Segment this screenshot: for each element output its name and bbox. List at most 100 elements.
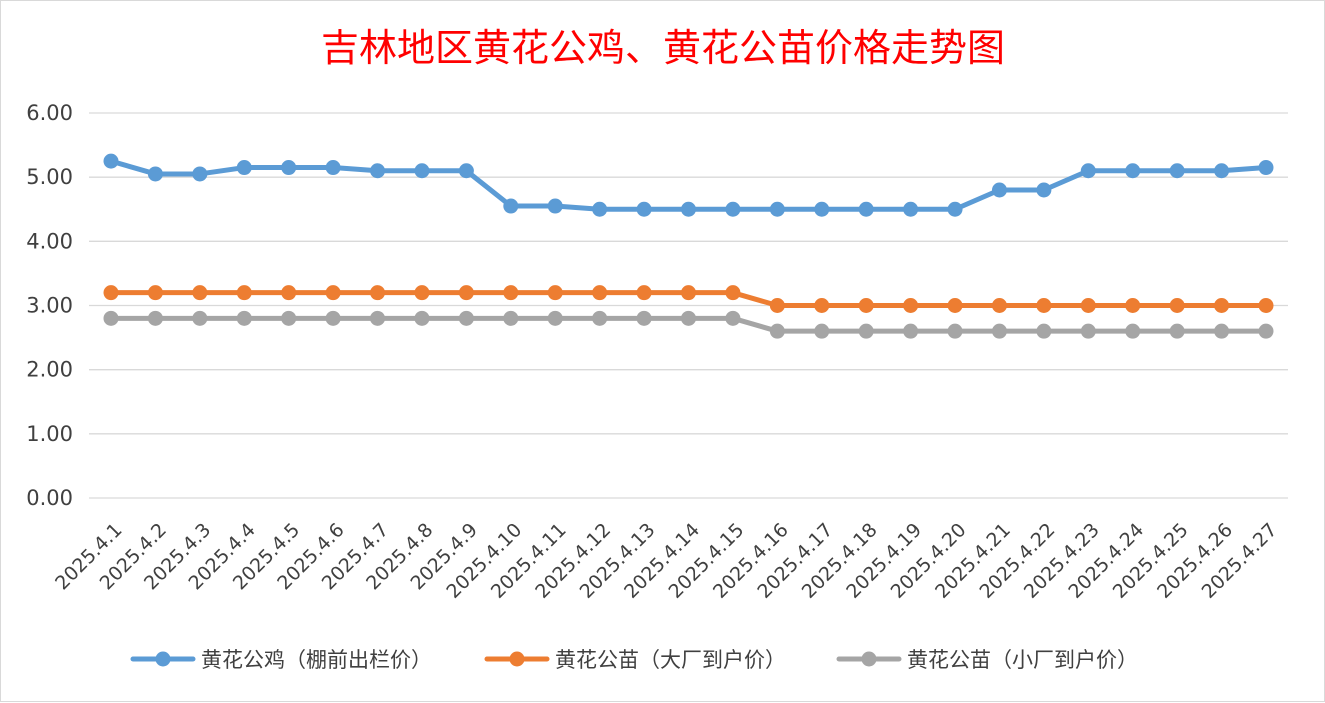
data-point — [1214, 323, 1230, 339]
data-point — [903, 298, 919, 313]
legend-label: 黄花公苗（大厂到户价） — [555, 648, 786, 672]
data-point — [1125, 298, 1141, 313]
data-point — [903, 201, 919, 217]
data-point — [1258, 298, 1274, 313]
data-point — [1258, 160, 1274, 176]
data-point — [236, 285, 252, 301]
data-point — [1169, 323, 1185, 339]
data-point — [325, 310, 341, 326]
data-point — [414, 310, 430, 326]
series-lines — [103, 153, 1274, 339]
data-point — [103, 310, 119, 326]
y-tick-label: 2.00 — [26, 358, 73, 382]
data-point — [814, 323, 830, 339]
data-point — [1036, 298, 1052, 313]
y-tick-label: 1.00 — [26, 422, 73, 446]
legend: 黄花公鸡（棚前出栏价） 黄花公苗（大厂到户价） 黄花公苗（小厂到户价） — [130, 648, 1138, 672]
data-point — [147, 285, 163, 301]
data-point — [103, 153, 119, 169]
data-point — [547, 198, 563, 214]
data-point — [814, 201, 830, 217]
data-point — [503, 198, 519, 214]
x-axis-ticks: 2025.4.12025.4.22025.4.32025.4.42025.4.5… — [51, 519, 1281, 603]
data-point — [458, 163, 474, 179]
data-point — [769, 298, 785, 313]
data-point — [1258, 323, 1274, 339]
data-point — [458, 285, 474, 301]
data-point — [991, 298, 1007, 313]
legend-item: 黄花公苗（大厂到户价） — [484, 648, 786, 672]
data-point — [1169, 298, 1185, 313]
series-1 — [103, 153, 1274, 217]
data-point — [1214, 163, 1230, 179]
chart-title: 吉林地区黄花公鸡、黄花公苗价格走势图 — [321, 26, 1005, 70]
data-point — [370, 285, 386, 301]
data-point — [503, 310, 519, 326]
data-point — [681, 310, 696, 326]
gridlines — [89, 112, 1288, 499]
data-point — [370, 163, 386, 179]
data-point — [947, 298, 963, 313]
data-point — [325, 160, 341, 176]
data-point — [281, 285, 297, 301]
y-tick-label: 3.00 — [26, 294, 73, 318]
series-2 — [103, 285, 1274, 313]
data-point — [503, 285, 519, 301]
data-point — [769, 323, 785, 339]
data-point — [858, 298, 874, 313]
data-point — [547, 285, 563, 301]
data-point — [592, 310, 608, 326]
y-tick-label: 0.00 — [26, 486, 73, 510]
data-point — [192, 310, 208, 326]
data-point — [725, 201, 741, 217]
legend-marker — [509, 651, 525, 667]
data-point — [236, 160, 252, 176]
legend-item: 黄花公苗（小厂到户价） — [836, 648, 1138, 672]
legend-item: 黄花公鸡（棚前出栏价） — [130, 648, 432, 672]
data-point — [947, 201, 963, 217]
data-point — [636, 201, 652, 217]
data-point — [370, 310, 386, 326]
data-point — [147, 166, 163, 182]
data-point — [725, 310, 741, 326]
data-point — [103, 285, 119, 301]
data-point — [1125, 323, 1141, 339]
y-tick-label: 5.00 — [26, 165, 73, 189]
data-point — [236, 310, 252, 326]
data-point — [858, 323, 874, 339]
data-point — [681, 285, 696, 301]
data-point — [1214, 298, 1230, 313]
data-point — [1036, 323, 1052, 339]
data-point — [1080, 163, 1096, 179]
data-point — [858, 201, 874, 217]
data-point — [636, 285, 652, 301]
legend-marker — [155, 651, 171, 667]
data-point — [636, 310, 652, 326]
data-point — [192, 166, 208, 182]
data-point — [903, 323, 919, 339]
data-point — [281, 310, 297, 326]
y-tick-label: 4.00 — [26, 229, 73, 253]
data-point — [991, 323, 1007, 339]
data-point — [947, 323, 963, 339]
series-3 — [103, 310, 1274, 339]
y-tick-label: 6.00 — [26, 101, 73, 125]
data-point — [592, 201, 608, 217]
data-point — [1125, 163, 1141, 179]
data-point — [414, 285, 430, 301]
data-point — [1169, 163, 1185, 179]
data-point — [592, 285, 608, 301]
data-point — [192, 285, 208, 301]
data-point — [458, 310, 474, 326]
data-point — [769, 201, 785, 217]
data-point — [281, 160, 297, 176]
data-point — [547, 310, 563, 326]
data-point — [1036, 182, 1052, 198]
data-point — [414, 163, 430, 179]
legend-label: 黄花公鸡（棚前出栏价） — [201, 648, 432, 672]
data-point — [814, 298, 830, 313]
data-point — [991, 182, 1007, 198]
data-point — [1080, 323, 1096, 339]
